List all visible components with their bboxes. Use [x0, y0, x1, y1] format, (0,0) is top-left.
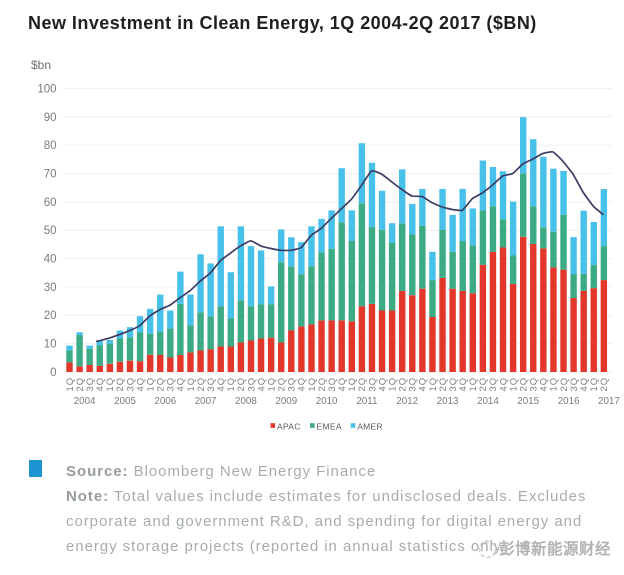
svg-text:3Q: 3Q: [84, 377, 95, 392]
svg-text:2Q: 2Q: [598, 377, 609, 392]
svg-text:2Q: 2Q: [477, 377, 488, 392]
svg-text:0: 0: [50, 367, 56, 379]
svg-text:3Q: 3Q: [366, 377, 377, 392]
svg-text:2Q: 2Q: [195, 377, 206, 392]
svg-text:2004: 2004: [74, 396, 96, 407]
svg-text:3Q: 3Q: [407, 377, 418, 392]
svg-text:2010: 2010: [316, 396, 338, 407]
svg-text:2Q: 2Q: [558, 377, 569, 392]
svg-text:1Q: 1Q: [104, 377, 115, 392]
svg-text:4Q: 4Q: [215, 377, 226, 392]
svg-text:3Q: 3Q: [245, 377, 256, 392]
svg-text:1Q: 1Q: [548, 377, 559, 392]
svg-text:2Q: 2Q: [397, 377, 408, 392]
svg-text:3Q: 3Q: [447, 377, 458, 392]
svg-text:4Q: 4Q: [538, 377, 549, 392]
svg-text:1Q: 1Q: [145, 377, 156, 392]
svg-text:2Q: 2Q: [276, 377, 287, 392]
svg-text:2015: 2015: [517, 396, 539, 407]
svg-text:2006: 2006: [154, 396, 176, 407]
svg-text:30: 30: [44, 282, 57, 294]
svg-text:APAC: APAC: [277, 422, 301, 432]
svg-text:2Q: 2Q: [235, 377, 246, 392]
svg-text:3Q: 3Q: [487, 377, 498, 392]
svg-text:1Q: 1Q: [507, 377, 518, 392]
svg-text:1Q: 1Q: [386, 377, 397, 392]
svg-text:20: 20: [44, 310, 57, 322]
svg-text:3Q: 3Q: [124, 377, 135, 392]
svg-text:2Q: 2Q: [356, 377, 367, 392]
svg-text:2016: 2016: [558, 396, 580, 407]
svg-text:3Q: 3Q: [528, 377, 539, 392]
svg-text:2009: 2009: [275, 396, 297, 407]
svg-text:3Q: 3Q: [326, 377, 337, 392]
svg-text:1Q: 1Q: [306, 377, 317, 392]
svg-text:2011: 2011: [356, 396, 377, 407]
svg-text:4Q: 4Q: [578, 377, 589, 392]
svg-text:2008: 2008: [235, 396, 257, 407]
svg-text:100: 100: [37, 83, 56, 95]
svg-text:4Q: 4Q: [376, 377, 387, 392]
svg-text:10: 10: [44, 339, 57, 351]
svg-text:50: 50: [44, 225, 57, 237]
svg-text:70: 70: [44, 169, 57, 181]
svg-text:3Q: 3Q: [286, 377, 297, 392]
svg-text:2017: 2017: [598, 396, 620, 407]
svg-text:3Q: 3Q: [205, 377, 216, 392]
svg-text:2007: 2007: [195, 396, 217, 407]
svg-text:60: 60: [44, 197, 57, 209]
svg-text:4Q: 4Q: [457, 377, 468, 392]
svg-text:EMEA: EMEA: [317, 422, 342, 432]
svg-text:AMER: AMER: [357, 422, 383, 432]
svg-text:1Q: 1Q: [427, 377, 438, 392]
svg-text:1Q: 1Q: [225, 377, 236, 392]
svg-text:2014: 2014: [477, 396, 499, 407]
svg-text:1Q: 1Q: [467, 377, 478, 392]
svg-text:2013: 2013: [437, 396, 459, 407]
svg-text:4Q: 4Q: [336, 377, 347, 392]
svg-text:4Q: 4Q: [175, 377, 186, 392]
svg-text:1Q: 1Q: [346, 377, 357, 392]
svg-text:4Q: 4Q: [497, 377, 508, 392]
svg-text:80: 80: [44, 140, 57, 152]
svg-text:4Q: 4Q: [94, 377, 105, 392]
svg-text:2Q: 2Q: [518, 377, 529, 392]
svg-text:4Q: 4Q: [296, 377, 307, 392]
svg-text:2Q: 2Q: [155, 377, 166, 392]
svg-text:40: 40: [44, 254, 57, 266]
svg-text:4Q: 4Q: [255, 377, 266, 392]
svg-text:1Q: 1Q: [588, 377, 599, 392]
svg-text:90: 90: [44, 112, 57, 124]
svg-text:2Q: 2Q: [114, 377, 125, 392]
svg-text:3Q: 3Q: [568, 377, 579, 392]
svg-text:2Q: 2Q: [437, 377, 448, 392]
svg-text:1Q: 1Q: [265, 377, 276, 392]
svg-text:3Q: 3Q: [165, 377, 176, 392]
svg-text:4Q: 4Q: [134, 377, 145, 392]
svg-text:2Q: 2Q: [316, 377, 327, 392]
svg-text:1Q: 1Q: [64, 377, 75, 392]
svg-text:2012: 2012: [396, 396, 418, 407]
svg-text:2Q: 2Q: [74, 377, 85, 392]
svg-text:4Q: 4Q: [417, 377, 428, 392]
svg-text:1Q: 1Q: [185, 377, 196, 392]
svg-text:2005: 2005: [114, 396, 136, 407]
